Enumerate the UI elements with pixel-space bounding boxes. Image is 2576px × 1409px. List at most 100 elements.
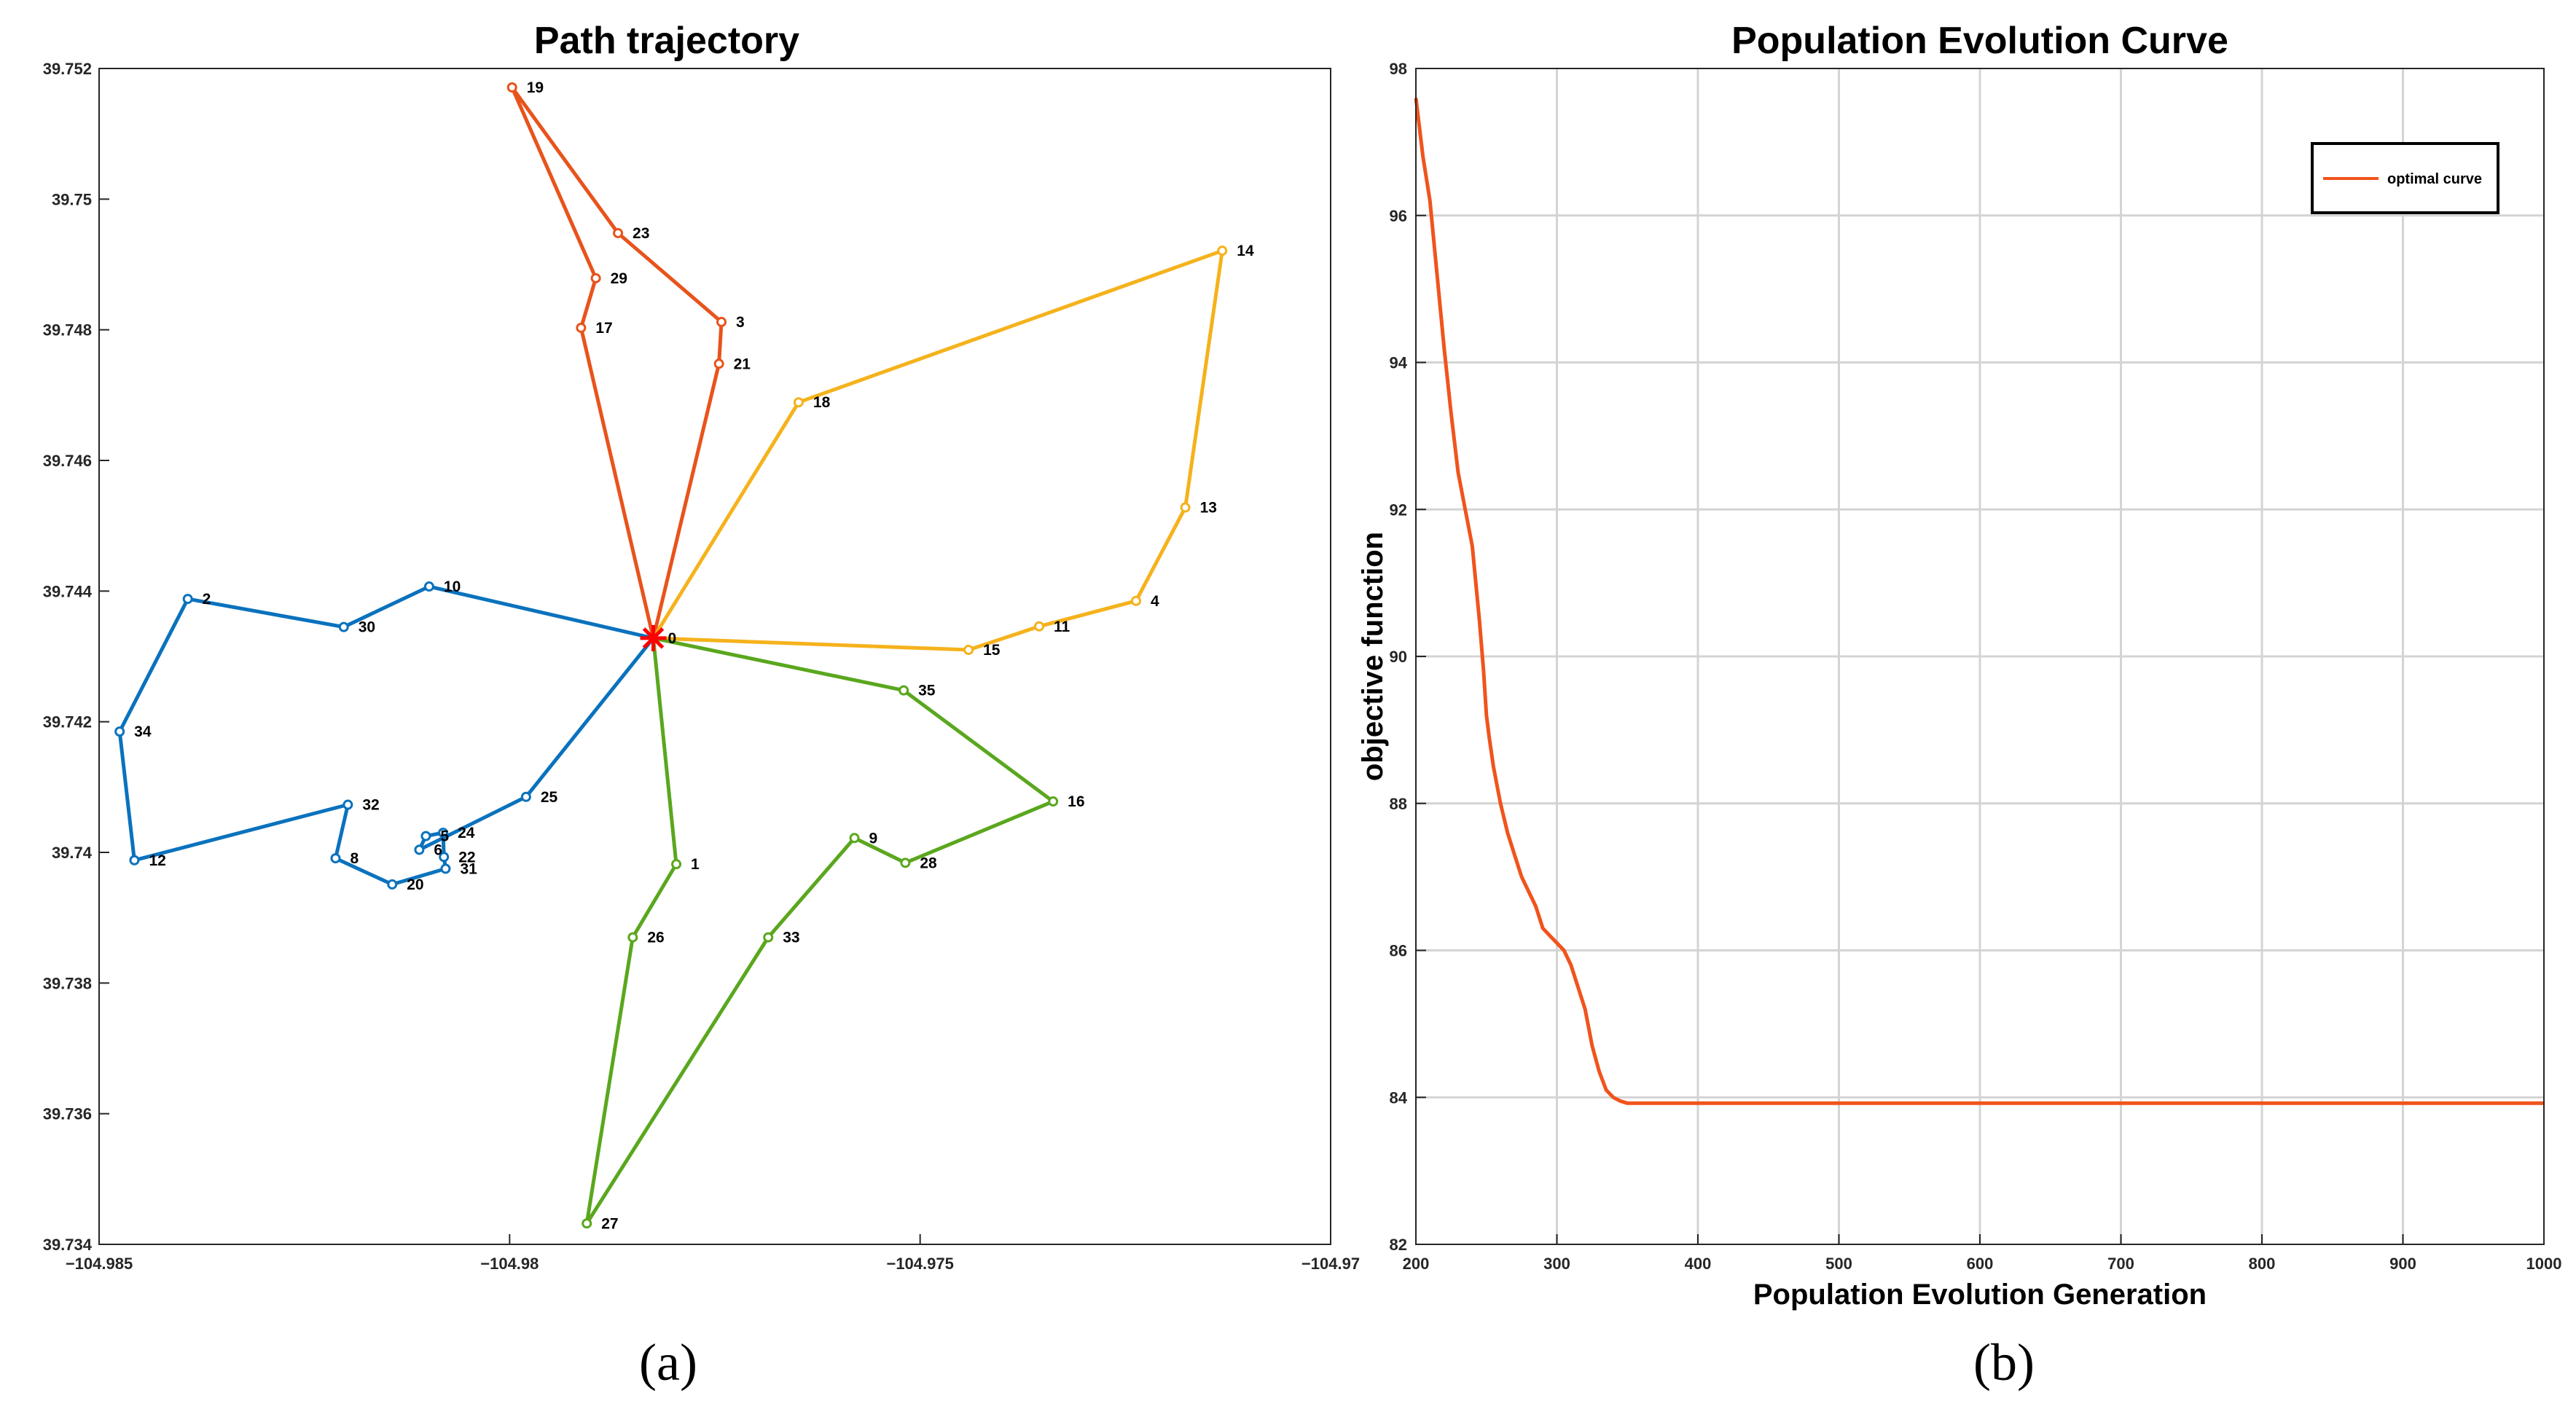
right-y-tick-label: 92 — [1390, 501, 1407, 519]
route-point — [114, 726, 125, 737]
route-point — [129, 855, 140, 866]
left-y-ticks: 39.734 39.736 39.738 39.74 39.742 39.744 39.74… — [43, 60, 109, 1254]
point-label: 27 — [601, 1215, 618, 1232]
route-point — [420, 831, 431, 841]
route-point — [182, 594, 193, 605]
legend-label: optimal curve — [2387, 171, 2482, 187]
left-y-tick-label: 39.734 — [43, 1236, 93, 1254]
left-y-tick-label: 39.75 — [52, 190, 92, 208]
route-point — [440, 863, 451, 874]
left-y-tick-label: 39.746 — [43, 452, 92, 470]
right-x-tick-label: 800 — [2249, 1255, 2276, 1273]
point-labels: 2132319291718141341115351628933272611030… — [134, 79, 1254, 1232]
point-label: 6 — [434, 841, 442, 858]
point-label: 10 — [444, 578, 461, 595]
route-point — [414, 844, 425, 855]
left-y-tick-label: 39.738 — [43, 974, 92, 992]
point-label: 17 — [595, 320, 612, 337]
route-point — [763, 932, 774, 943]
point-label: 9 — [869, 830, 878, 847]
route-green-line — [584, 636, 1055, 1225]
right-x-tick-label: 700 — [2107, 1255, 2134, 1273]
route-point — [520, 791, 531, 802]
left-y-tick-label: 39.752 — [43, 60, 92, 78]
point-label: 15 — [983, 642, 1001, 659]
right-grid — [1416, 68, 2544, 1244]
route-point — [423, 581, 434, 592]
legend: optimal curve — [2311, 142, 2499, 214]
right-y-tick-label: 84 — [1390, 1088, 1408, 1107]
left-chart-title: Path trajectory — [534, 20, 799, 62]
point-label: 13 — [1200, 500, 1217, 517]
right-y-tick-label: 82 — [1390, 1236, 1407, 1254]
point-label: 28 — [920, 855, 937, 871]
right-y-tick-label: 86 — [1390, 942, 1407, 960]
right-y-tick-label: 96 — [1390, 207, 1407, 225]
point-label: 11 — [1054, 619, 1070, 635]
right-x-tick-label: 400 — [1685, 1255, 1712, 1273]
route-points — [114, 82, 1228, 1229]
route-point — [713, 358, 724, 369]
point-label: 19 — [527, 79, 544, 96]
point-label: 22 — [458, 849, 475, 866]
right-x-tick-label: 300 — [1543, 1255, 1570, 1273]
point-label: 31 — [460, 860, 477, 877]
right-y-tick-label: 90 — [1390, 648, 1407, 666]
optimal-curve-series — [1414, 98, 2544, 1105]
left-y-tick-label: 39.744 — [43, 582, 93, 600]
point-label: 21 — [734, 356, 751, 372]
path-trajectory-chart: Path trajectory 21 32 31 9 29 17 18 14 1 34 11 15 35… — [43, 20, 1360, 1392]
right-x-ticks: 200 300 400 500 600 700 800 900 1000 — [1403, 1234, 2561, 1273]
point-label: 34 — [134, 723, 152, 740]
point-label: 26 — [647, 930, 664, 946]
left-y-tick-label: 39.742 — [43, 713, 92, 731]
left-y-tick-label: 39.736 — [43, 1105, 92, 1123]
route-lines — [117, 85, 1224, 1225]
point-label: 8 — [350, 850, 359, 867]
left-x-tick-label: −104.98 — [480, 1255, 539, 1273]
route-point — [671, 859, 682, 870]
left-y-tick-label: 39.748 — [43, 321, 92, 340]
route-point — [576, 322, 587, 333]
point-label: 33 — [783, 930, 799, 946]
route-point — [627, 932, 638, 943]
right-x-tick-label: 600 — [1967, 1255, 1994, 1273]
right-y-tick-label: 88 — [1390, 795, 1407, 813]
left-x-tick-label: −104.97 — [1301, 1255, 1360, 1273]
route-orange-red-line — [510, 85, 724, 639]
point-label: 29 — [611, 270, 627, 287]
route-point — [899, 685, 909, 696]
left-plot-frame — [98, 68, 1331, 1245]
route-point — [338, 621, 349, 632]
route-point — [716, 316, 727, 327]
point-label: 14 — [1237, 243, 1254, 259]
point-label: 23 — [633, 225, 649, 242]
route-point — [1048, 796, 1059, 807]
route-point — [613, 227, 624, 238]
right-x-tick-label: 200 — [1403, 1255, 1430, 1273]
route-point — [439, 852, 450, 863]
point-label: 1 — [691, 856, 700, 873]
route-point — [849, 833, 860, 844]
point-label: 35 — [918, 683, 936, 699]
point-label: 25 — [541, 789, 558, 806]
population-evolution-chart: Population Evolution Curve 200 300 400 500 6… — [1357, 20, 2561, 1392]
panel-label-b: (b) — [1973, 1333, 2035, 1392]
point-label: 32 — [362, 797, 379, 814]
point-label: 18 — [813, 394, 831, 411]
point-label: 24 — [458, 825, 475, 841]
route-point — [330, 853, 341, 864]
right-y-axis-label: objective function — [1357, 532, 1389, 781]
route-point — [506, 82, 517, 93]
left-x-tick-label: −104.985 — [66, 1255, 133, 1273]
route-point — [1217, 246, 1228, 256]
depot-star-stroke — [642, 627, 665, 649]
right-y-ticks: 82 84 86 88 90 92 94 96 98 — [1390, 60, 1426, 1254]
route-point — [963, 645, 974, 656]
panel-label-a: (a) — [639, 1333, 697, 1392]
right-y-tick-label: 98 — [1390, 60, 1407, 78]
left-y-tick-label: 39.74 — [52, 844, 93, 862]
right-x-tick-label: 500 — [1825, 1255, 1852, 1273]
right-x-tick-label: 900 — [2389, 1255, 2416, 1273]
route-point — [1034, 621, 1045, 632]
